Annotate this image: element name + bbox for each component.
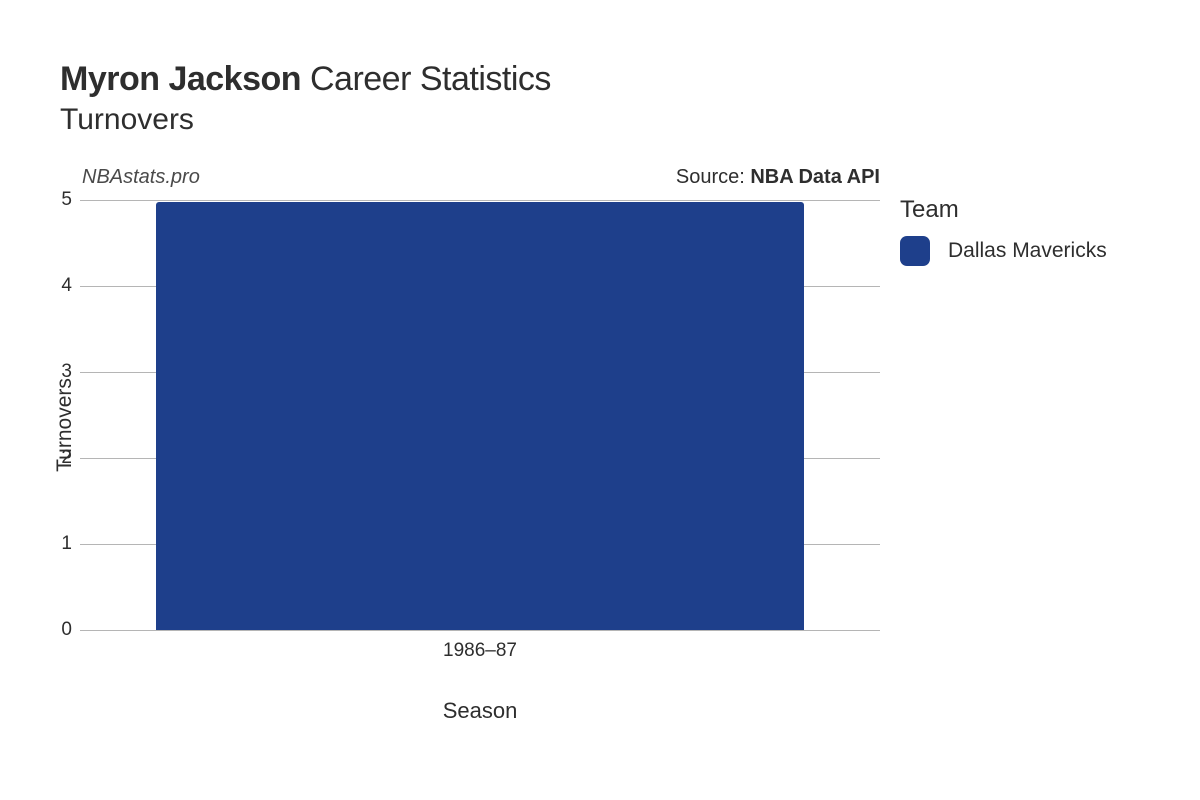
legend: Team Dallas Mavericks: [900, 196, 1107, 266]
chart-subtitle: Turnovers: [60, 103, 551, 137]
title-suffix: Career Statistics: [310, 60, 551, 98]
x-axis-label: Season: [443, 698, 518, 724]
y-tick-label: 1: [52, 533, 72, 555]
x-tick-label: 1986–87: [443, 640, 517, 662]
grid-line: [80, 200, 880, 201]
legend-item: Dallas Mavericks: [900, 236, 1107, 266]
player-name: Myron Jackson: [60, 60, 301, 98]
legend-title: Team: [900, 196, 1107, 224]
bar: [156, 202, 804, 630]
plot-region: 0123451986–87: [80, 200, 880, 630]
legend-swatch: [900, 236, 930, 266]
y-tick-label: 4: [52, 275, 72, 297]
attribution-text: NBAstats.pro: [82, 166, 200, 189]
legend-items: Dallas Mavericks: [900, 236, 1107, 266]
chart-title-block: Myron Jackson Career Statistics Turnover…: [60, 60, 551, 137]
chart-area: 0123451986–87 Turnovers Season: [80, 200, 880, 650]
y-tick-label: 0: [52, 619, 72, 641]
grid-line: [80, 630, 880, 631]
y-tick-label: 5: [52, 189, 72, 211]
y-axis-label: Turnovers: [53, 378, 77, 472]
source-prefix: Source:: [676, 166, 750, 188]
source-value: NBA Data API: [750, 166, 880, 188]
chart-title-line1: Myron Jackson Career Statistics: [60, 60, 551, 99]
legend-label: Dallas Mavericks: [948, 239, 1107, 263]
source-citation: Source: NBA Data API: [676, 166, 880, 189]
